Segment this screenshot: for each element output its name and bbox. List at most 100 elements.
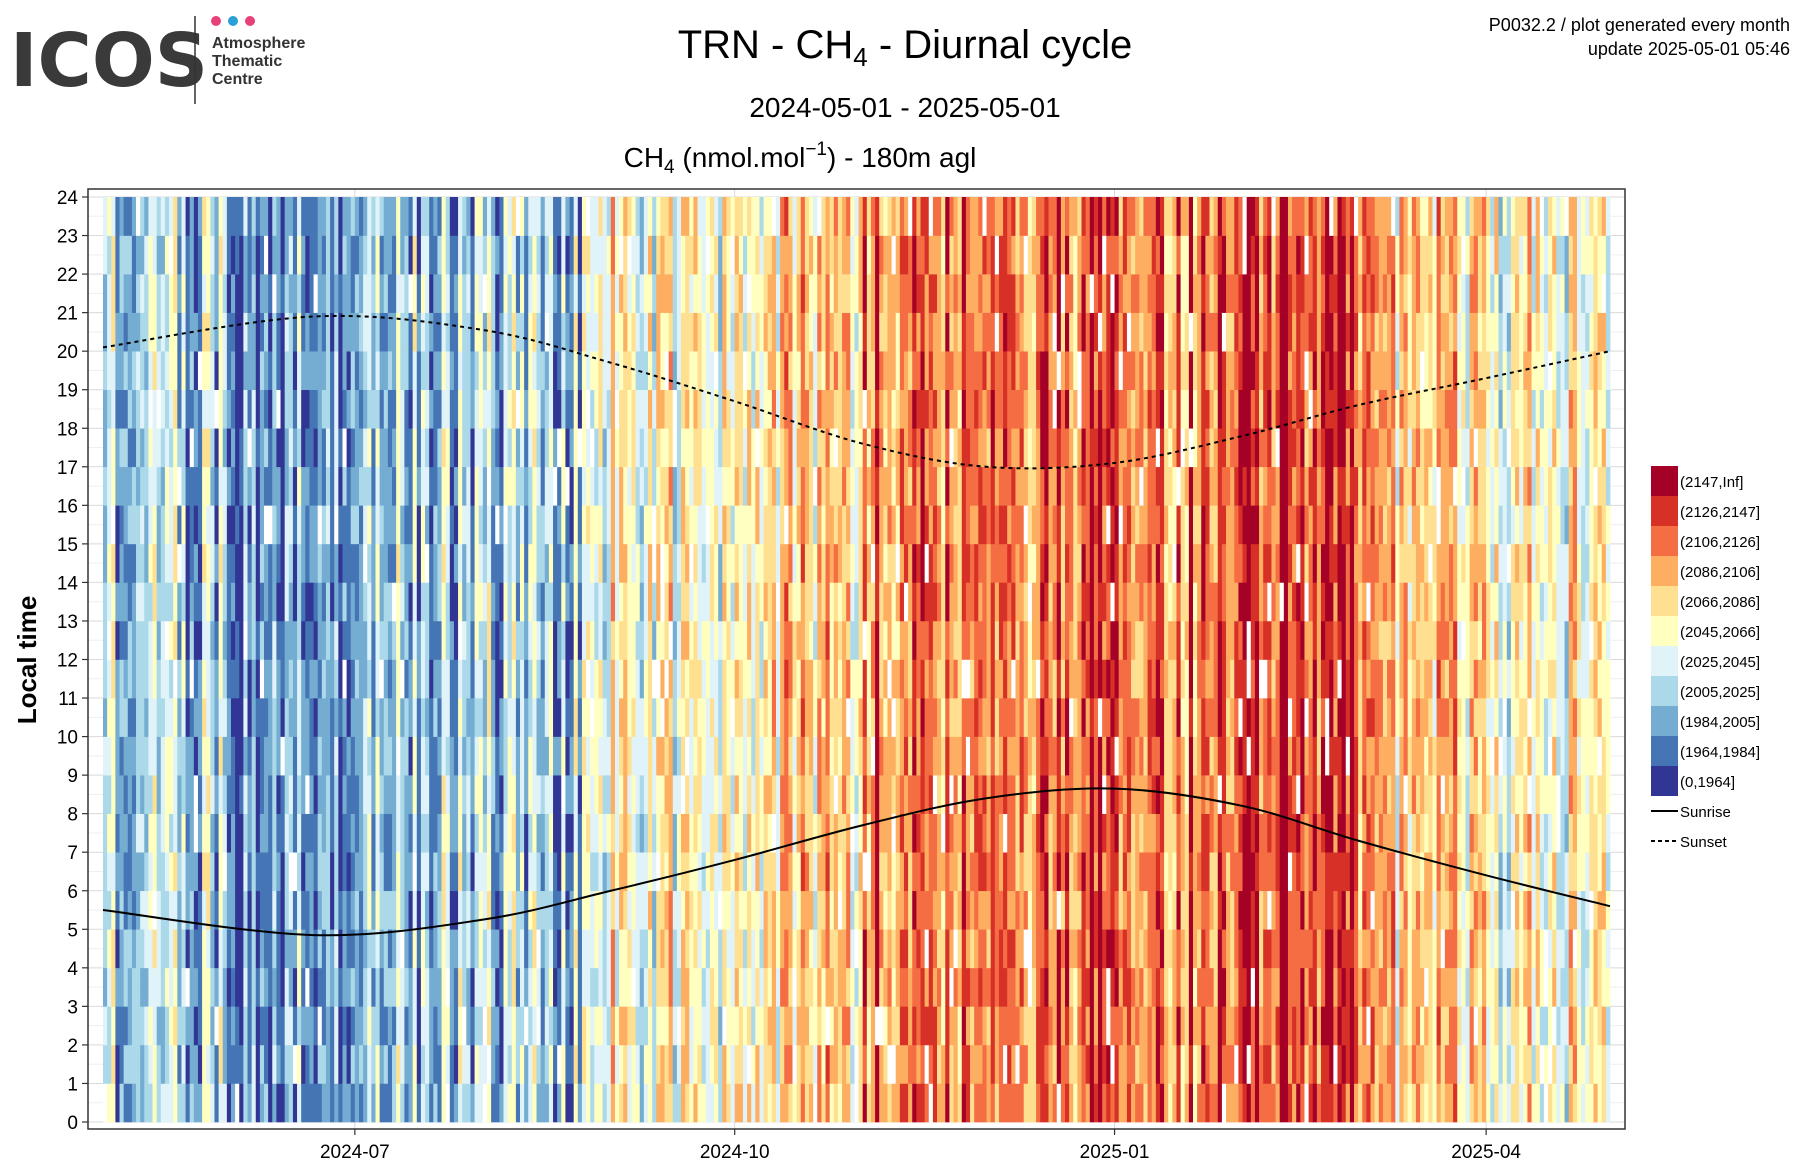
heatmap-cell (164, 698, 170, 737)
heatmap-cell (945, 428, 950, 468)
heatmap-cell (734, 1044, 740, 1084)
heatmap-cell (639, 620, 645, 660)
heatmap-cell (437, 582, 442, 622)
heatmap-cell (169, 235, 174, 275)
heatmap-cell (606, 775, 612, 814)
heatmap-cell (581, 351, 587, 391)
heatmap-cell (317, 428, 323, 468)
heatmap-cell (540, 582, 546, 622)
heatmap-cell (478, 852, 484, 892)
heatmap-cell (164, 351, 170, 391)
heatmap-cell (709, 351, 715, 391)
heatmap-cell (660, 813, 665, 853)
heatmap-cell (412, 852, 418, 892)
heatmap-cell (140, 543, 145, 583)
heatmap-cell (594, 1083, 599, 1123)
heatmap-cell (247, 274, 253, 313)
heatmap-cell (895, 852, 901, 892)
heatmap-cell (879, 543, 884, 583)
heatmap-cell (742, 813, 748, 853)
heatmap-cell (557, 582, 562, 622)
heatmap-cell (602, 1083, 608, 1123)
heatmap-cell (169, 1083, 174, 1123)
heatmap-cell (239, 389, 244, 429)
heatmap-cell (532, 929, 537, 969)
heatmap-cell (127, 698, 133, 737)
heatmap-cell (639, 351, 645, 391)
heatmap-cell (705, 351, 711, 391)
heatmap-cell (685, 929, 690, 969)
heatmap-cell (891, 197, 897, 236)
heatmap-cell (697, 929, 703, 969)
heatmap-cell (230, 1083, 236, 1123)
heatmap-cell (429, 1083, 434, 1123)
heatmap-cell (842, 197, 847, 236)
heatmap-cell (462, 505, 467, 545)
heatmap-cell (495, 389, 500, 429)
heatmap-cell (619, 197, 624, 236)
heatmap-cell (206, 274, 211, 313)
heatmap-cell (338, 1006, 343, 1046)
heatmap-cell (317, 775, 323, 814)
heatmap-cell (499, 428, 504, 468)
heatmap-cell (445, 312, 451, 352)
heatmap-cell (763, 466, 769, 506)
heatmap-cell (449, 466, 455, 506)
heatmap-cell (127, 852, 133, 892)
heatmap-cell (268, 197, 273, 236)
heatmap-cell (561, 389, 566, 429)
heatmap-cell (714, 1044, 719, 1084)
heatmap-cell (656, 967, 661, 1007)
heatmap-cell (445, 235, 451, 275)
heatmap-cell (817, 698, 822, 737)
heatmap-cell (767, 543, 773, 583)
heatmap-cell (887, 852, 892, 892)
heatmap-cell (726, 389, 731, 429)
heatmap-cell (412, 428, 418, 468)
heatmap-cell (325, 929, 331, 969)
heatmap-cell (247, 659, 253, 699)
heatmap-cell (375, 929, 381, 969)
heatmap-cell (730, 543, 736, 583)
heatmap-cell (206, 659, 211, 699)
heatmap-cell (338, 312, 343, 352)
heatmap-cell (363, 351, 368, 391)
heatmap-cell (437, 775, 442, 814)
heatmap-cell (730, 312, 736, 352)
heatmap-cell (334, 698, 339, 737)
heatmap-cell (235, 466, 240, 506)
heatmap-cell (738, 351, 744, 391)
heatmap-cell (350, 274, 356, 313)
heatmap-cell (358, 235, 364, 275)
heatmap-cell (408, 736, 414, 776)
heatmap-cell (796, 620, 802, 660)
heatmap-cell (895, 235, 901, 275)
heatmap-cell (804, 698, 810, 737)
heatmap-cell (771, 389, 777, 429)
heatmap-cell (544, 197, 550, 236)
logo-subtitle-2: Thematic (212, 53, 282, 70)
heatmap-cell (363, 274, 368, 313)
heatmap-cell (718, 1006, 723, 1046)
heatmap-cell (548, 736, 554, 776)
heatmap-cell (119, 698, 125, 737)
heatmap-cell (193, 659, 199, 699)
heatmap-cell (292, 197, 298, 236)
heatmap-cell (321, 620, 327, 660)
heatmap-cell (941, 543, 946, 583)
heatmap-cell (268, 466, 273, 506)
heatmap-cell (445, 967, 451, 1007)
heatmap-cell (136, 466, 141, 506)
heatmap-cell (420, 428, 426, 468)
heatmap-cell (557, 1083, 562, 1123)
heatmap-cell (883, 351, 888, 391)
heatmap-cell (259, 543, 265, 583)
heatmap-cell (400, 389, 405, 429)
heatmap-cell (623, 428, 628, 468)
heatmap-cell (870, 505, 876, 545)
heatmap-cell (458, 1044, 463, 1084)
heatmap-cell (346, 1044, 352, 1084)
heatmap-cell (862, 736, 868, 776)
heatmap-cell (458, 890, 463, 930)
heatmap-cell (103, 466, 108, 506)
